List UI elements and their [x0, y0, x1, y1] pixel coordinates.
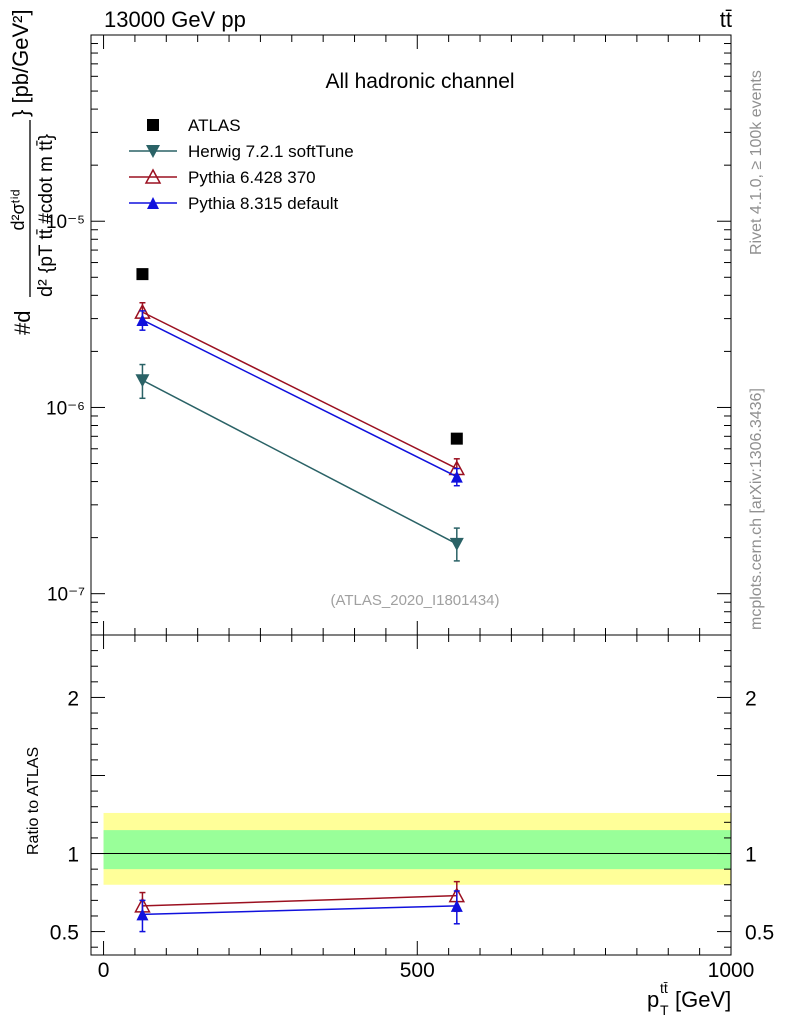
ratio-y-axis-label: Ratio to ATLAS — [25, 747, 42, 855]
herwig-marker — [449, 537, 464, 551]
main-y-tick-label: 10⁻⁵ — [46, 212, 85, 233]
main-panel: All hadronic channel (ATLAS_2020_I180143… — [46, 34, 732, 636]
y-label-numerator: d²σᵗⁱᵈ — [8, 189, 28, 230]
herwig-marker — [135, 374, 150, 388]
pythia6-line — [142, 311, 458, 470]
header-process-label: tt̄ — [720, 7, 732, 32]
rivet-version-label: Rivet 4.1.0, ≥ 100k events — [748, 70, 765, 255]
main-y-tick-label: 10⁻⁷ — [47, 585, 85, 606]
x-axis-label: p T tt̄ [GeV] — [647, 980, 731, 1018]
main-y-axis: 10⁻⁷ 10⁻⁶ 10⁻⁵ — [46, 34, 732, 636]
main-title: All hadronic channel — [325, 70, 514, 93]
herwig-line — [142, 379, 458, 545]
pythia8-marker — [136, 313, 149, 326]
ratio-y-tick-label-right: 2 — [745, 687, 757, 710]
header-energy-label: 13000 GeV pp — [104, 7, 246, 32]
ratio-y-tick-label-left: 2 — [67, 687, 79, 710]
main-y-tick-label: 10⁻⁶ — [46, 398, 85, 419]
herwig-legend-label: Herwig 7.2.1 softTune — [188, 142, 354, 161]
pythia6-marker — [144, 168, 162, 184]
pythia8-marker — [147, 197, 159, 209]
atlas-marker — [136, 268, 149, 281]
analysis-watermark: (ATLAS_2020_I1801434) — [330, 592, 499, 609]
main-y-axis-label: #d d²σᵗⁱᵈ d² {pT tt̄ #cdot m tt̄} } [pb/… — [8, 9, 57, 335]
atlas-marker — [147, 119, 159, 131]
pythia6-ratio-line — [142, 894, 457, 907]
y-label-prefix: #d — [10, 311, 35, 335]
x-axis: 0 500 1000 — [98, 959, 755, 982]
pythia8-ratio-line — [142, 905, 457, 916]
ratio-y-tick-label-left: 0.5 — [50, 922, 79, 945]
pythia8-line — [142, 319, 458, 478]
ratio-frame — [90, 634, 732, 956]
x-tick-label: 1000 — [708, 959, 755, 982]
pythia8-marker — [136, 908, 149, 921]
x-label-sup: tt̄ — [660, 980, 668, 996]
atlas-marker — [450, 432, 463, 445]
x-label-p: p — [647, 987, 659, 1012]
ratio-y-tick-label-left: 1 — [67, 844, 79, 867]
ratio-inner-band — [103, 830, 732, 870]
y-label-d2: d² — [35, 279, 57, 297]
pythia8-marker — [450, 899, 463, 912]
pythia8-marker — [450, 470, 463, 483]
pythia6-legend-label: Pythia 6.428 370 — [188, 168, 316, 187]
y-label-denominator: {pT tt̄ #cdot m tt̄} — [36, 134, 57, 273]
ratio-y-tick-label-right: 0.5 — [745, 922, 774, 945]
legend: ATLAS Herwig 7.2.1 softTune Pythia 6.428 3… — [129, 116, 354, 213]
atlas-legend-label: ATLAS — [188, 116, 241, 135]
ratio-panel: 0.5 0.5 1 1 2 2 — [50, 634, 774, 956]
x-label-units: [GeV] — [675, 987, 731, 1012]
pythia8-legend-label: Pythia 8.315 default — [188, 194, 339, 213]
x-tick-label: 500 — [400, 959, 435, 982]
x-label-sub: T — [660, 1002, 669, 1018]
herwig-marker — [146, 145, 160, 158]
mcplots-credit-label: mcplots.cern.ch [arXiv:1306.3436] — [748, 388, 765, 630]
y-label-units: } [pb/GeV²] — [8, 9, 33, 117]
x-tick-label: 0 — [98, 959, 110, 982]
ratio-y-tick-label-right: 1 — [745, 844, 757, 867]
ratio-y-axis: 0.5 0.5 1 1 2 2 — [50, 635, 774, 955]
